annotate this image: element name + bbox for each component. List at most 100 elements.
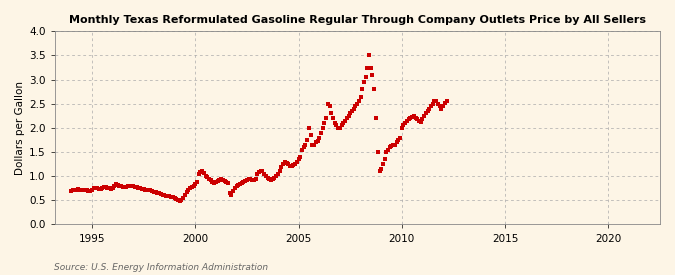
Point bbox=[283, 162, 294, 166]
Point bbox=[66, 188, 77, 193]
Point bbox=[113, 183, 124, 187]
Point bbox=[174, 199, 185, 204]
Point bbox=[396, 126, 407, 130]
Point bbox=[277, 162, 288, 166]
Point bbox=[230, 186, 240, 191]
Point bbox=[315, 131, 326, 135]
Point bbox=[107, 186, 118, 190]
Point bbox=[180, 192, 190, 197]
Point bbox=[250, 176, 261, 181]
Point bbox=[376, 167, 387, 171]
Point bbox=[183, 188, 194, 192]
Point bbox=[374, 169, 385, 174]
Point bbox=[95, 186, 106, 191]
Point bbox=[296, 147, 307, 152]
Point bbox=[147, 188, 158, 193]
Point bbox=[226, 192, 237, 197]
Point bbox=[82, 188, 92, 192]
Point bbox=[238, 180, 249, 185]
Point bbox=[329, 121, 340, 125]
Point bbox=[321, 116, 331, 120]
Point bbox=[307, 143, 318, 147]
Point bbox=[262, 175, 273, 180]
Point bbox=[395, 135, 406, 140]
Point bbox=[101, 185, 111, 189]
Point bbox=[169, 196, 180, 200]
Point bbox=[290, 162, 300, 166]
Point bbox=[402, 119, 412, 123]
Point bbox=[193, 172, 204, 176]
Point bbox=[212, 179, 223, 183]
Point bbox=[97, 186, 108, 190]
Point bbox=[231, 184, 242, 188]
Point bbox=[143, 188, 154, 192]
Point bbox=[151, 190, 161, 194]
Point bbox=[433, 101, 443, 106]
Point bbox=[336, 123, 347, 128]
Point bbox=[434, 104, 445, 108]
Point bbox=[288, 163, 299, 167]
Point bbox=[352, 101, 362, 106]
Point bbox=[68, 188, 78, 192]
Point bbox=[267, 176, 278, 181]
Point bbox=[159, 193, 169, 197]
Point bbox=[304, 126, 315, 130]
Point bbox=[196, 169, 207, 174]
Point bbox=[188, 184, 199, 188]
Point bbox=[362, 65, 373, 70]
Title: Monthly Texas Reformulated Gasoline Regular Through Company Outlets Price by All: Monthly Texas Reformulated Gasoline Regu… bbox=[69, 15, 646, 25]
Point bbox=[154, 191, 165, 195]
Point bbox=[252, 172, 263, 176]
Point bbox=[400, 121, 410, 125]
Point bbox=[219, 179, 230, 183]
Point bbox=[323, 101, 333, 106]
Point bbox=[111, 182, 122, 187]
Point bbox=[142, 188, 153, 192]
Point bbox=[165, 195, 176, 199]
Point bbox=[73, 187, 84, 191]
Point bbox=[354, 99, 364, 104]
Point bbox=[214, 177, 225, 182]
Point bbox=[121, 185, 132, 189]
Point bbox=[195, 170, 206, 175]
Point bbox=[266, 177, 277, 182]
Point bbox=[205, 178, 216, 182]
Point bbox=[130, 185, 140, 189]
Point bbox=[123, 184, 134, 188]
Point bbox=[298, 145, 309, 149]
Point bbox=[157, 192, 168, 197]
Point bbox=[418, 114, 429, 118]
Point bbox=[86, 188, 97, 192]
Point bbox=[83, 188, 94, 193]
Point bbox=[119, 185, 130, 189]
Point bbox=[305, 133, 316, 137]
Point bbox=[254, 170, 265, 175]
Y-axis label: Dollars per Gallon: Dollars per Gallon bbox=[15, 81, 25, 175]
Point bbox=[124, 184, 135, 188]
Point bbox=[178, 196, 189, 200]
Point bbox=[236, 181, 247, 186]
Point bbox=[293, 157, 304, 161]
Point bbox=[365, 65, 376, 70]
Point bbox=[93, 187, 104, 191]
Point bbox=[342, 116, 352, 120]
Point bbox=[88, 186, 99, 191]
Point bbox=[271, 174, 281, 178]
Point bbox=[423, 109, 433, 113]
Point bbox=[204, 176, 215, 181]
Point bbox=[424, 106, 435, 111]
Point bbox=[302, 138, 313, 142]
Point bbox=[176, 198, 187, 202]
Point bbox=[276, 165, 287, 170]
Point bbox=[326, 111, 337, 116]
Point bbox=[367, 73, 378, 77]
Point bbox=[126, 184, 137, 189]
Point bbox=[136, 186, 147, 191]
Point bbox=[190, 182, 200, 187]
Point bbox=[75, 188, 86, 192]
Point bbox=[436, 106, 447, 111]
Point bbox=[369, 87, 380, 92]
Point bbox=[340, 119, 350, 123]
Point bbox=[117, 185, 128, 189]
Point bbox=[200, 174, 211, 178]
